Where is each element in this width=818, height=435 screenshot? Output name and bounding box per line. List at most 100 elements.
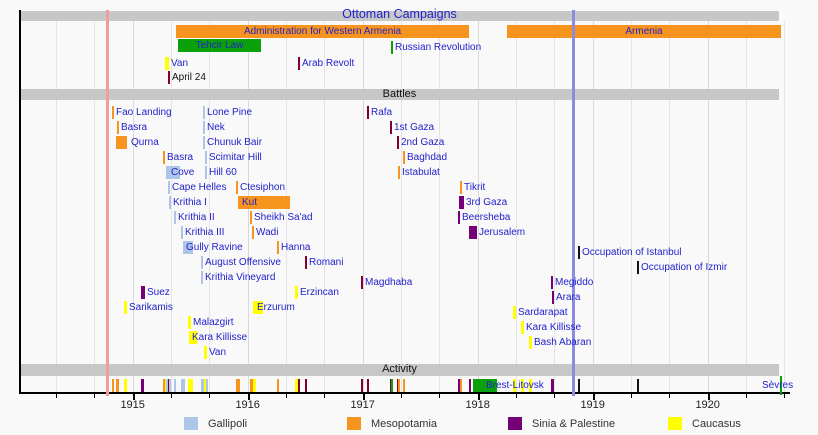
activity-tick: [188, 379, 191, 392]
battle-link-erzincan[interactable]: Erzincan: [300, 287, 339, 298]
axis-minor-tick: [439, 394, 441, 398]
battle-link-nek[interactable]: Nek: [207, 122, 225, 133]
battle-link-arara[interactable]: Arara: [556, 292, 581, 303]
activity-tick: [117, 379, 119, 392]
activity-tick: [141, 379, 144, 392]
battle-link-malazgirt[interactable]: Malazgirt: [193, 317, 234, 328]
activity-tick: [169, 379, 171, 392]
activity-link-brest-litovsk[interactable]: Brest-Litovsk: [486, 380, 544, 391]
axis-minor-tick: [554, 394, 556, 398]
event-label-van[interactable]: Van: [171, 58, 189, 69]
battle-tick-3rd-gaza: [459, 196, 464, 209]
battle-link-beersheba[interactable]: Beersheba: [462, 212, 511, 223]
axis-minor-tick: [171, 394, 173, 398]
battle-link-kut[interactable]: Kut: [242, 197, 258, 208]
battle-link-krithia-ii[interactable]: Krithia II: [178, 212, 215, 223]
event-label-arab-revolt[interactable]: Arab Revolt: [302, 58, 355, 69]
plot-left-border: [19, 10, 21, 394]
battle-tick-krithia-ii: [174, 211, 176, 224]
gridline: [362, 21, 364, 392]
battle-bar-kut: [238, 196, 290, 209]
battle-link-chunuk-bair[interactable]: Chunuk Bair: [207, 137, 263, 148]
battle-link-basra[interactable]: Basra: [167, 152, 194, 163]
battle-tick-1st-gaza: [390, 121, 392, 134]
battle-link-3rd-gaza[interactable]: 3rd Gaza: [466, 197, 508, 208]
campaign-bar-armenia: [507, 25, 781, 38]
battle-link-krithia-i[interactable]: Krithia I: [173, 197, 207, 208]
battle-link-fao-landing[interactable]: Fao Landing: [116, 107, 172, 118]
battle-link-1st-gaza[interactable]: 1st Gaza: [394, 122, 435, 133]
battle-tick-bash-abaran: [529, 336, 532, 349]
gridline: [56, 21, 58, 392]
battle-link-romani[interactable]: Romani: [309, 257, 344, 268]
battle-tick-malazgirt: [188, 316, 191, 329]
battle-tick-suez: [141, 286, 145, 299]
battle-link-krithia-iii[interactable]: Krithia III: [185, 227, 225, 238]
activity-tick: [469, 379, 471, 392]
battle-link-megiddo[interactable]: Megiddo: [555, 277, 594, 288]
battle-link-kara-killisse[interactable]: Kara Killisse: [526, 322, 582, 333]
axis-year-label: 1915: [120, 399, 145, 411]
battle-tick-scimitar-hill: [205, 151, 207, 164]
gridline: [439, 21, 441, 392]
axis-year-label: 1918: [465, 399, 490, 411]
axis-minor-tick: [324, 394, 326, 398]
battle-tick-occupation-of-izmir: [637, 261, 639, 274]
battle-link-wadi[interactable]: Wadi: [256, 227, 279, 238]
event-tick-van: [165, 57, 169, 70]
battle-link-hill-60[interactable]: Hill 60: [209, 167, 237, 178]
battle-link-erzurum[interactable]: Erzurum: [257, 302, 295, 313]
activity-tick: [253, 379, 256, 392]
battle-tick-cape-helles: [168, 181, 170, 194]
battle-link-cove[interactable]: Cove: [171, 167, 195, 178]
activity-tick: [529, 379, 532, 392]
battle-link-august-offensive[interactable]: August Offensive: [205, 257, 281, 268]
battle-link-occupation-of-istanbul[interactable]: Occupation of Istanbul: [582, 247, 682, 258]
battle-link-scimitar-hill[interactable]: Scimitar Hill: [209, 152, 262, 163]
activity-band: [20, 364, 779, 376]
activity-tick: [298, 379, 300, 392]
axis-year-label: 1919: [580, 399, 605, 411]
axis-minor-tick: [669, 394, 671, 398]
battle-link-2nd-gaza[interactable]: 2nd Gaza: [401, 137, 445, 148]
axis-year-label: 1920: [695, 399, 720, 411]
battle-link-occupation-of-izmir[interactable]: Occupation of Izmir: [641, 262, 728, 273]
battle-link-cape-helles[interactable]: Cape Helles: [172, 182, 227, 193]
battle-link-sarikamis[interactable]: Sarikamis: [129, 302, 173, 313]
campaign-bar-label-tehcir-law[interactable]: Tehcir Law: [195, 40, 244, 51]
battle-link-rafa[interactable]: Rafa: [371, 107, 393, 118]
battles-section-title: Battles: [382, 88, 417, 100]
battle-link-tikrit[interactable]: Tikrit: [464, 182, 486, 193]
campaign-bar-label-armenia[interactable]: Armenia: [625, 26, 663, 37]
campaign-bar-label-administration-for-western-armenia[interactable]: Administration for Western Armenia: [243, 26, 402, 37]
battle-link-bash-abaran[interactable]: Bash Abaran: [534, 337, 592, 348]
activity-tick: [403, 379, 405, 392]
legend-label-mesopotamia: Mesopotamia: [371, 418, 438, 430]
activity-link-s-vres[interactable]: Sèvres: [762, 380, 794, 391]
gridline: [209, 21, 211, 392]
battle-tick-hanna: [277, 241, 279, 254]
event-label-russian-revolution[interactable]: Russian Revolution: [395, 42, 482, 53]
battle-link-hanna[interactable]: Hanna: [281, 242, 311, 253]
battle-link-istabulat[interactable]: Istabulat: [402, 167, 440, 178]
battle-bar-jerusalem: [469, 226, 477, 239]
activity-tick: [166, 379, 168, 392]
battle-link-sheikh-sa-ad[interactable]: Sheikh Sa'ad: [254, 212, 313, 223]
battle-link-basra[interactable]: Basra: [121, 122, 148, 133]
battle-link-sardarapat[interactable]: Sardarapat: [518, 307, 568, 318]
battle-link-baghdad[interactable]: Baghdad: [407, 152, 448, 163]
axis-minor-tick: [56, 394, 58, 398]
battle-link-suez[interactable]: Suez: [147, 287, 170, 298]
axis-minor-tick: [516, 394, 518, 398]
battle-link-kara-killisse[interactable]: Kara Killisse: [192, 332, 248, 343]
battle-tick-chunuk-bair: [203, 136, 205, 149]
battle-link-qurna[interactable]: Qurna: [131, 137, 159, 148]
battle-link-krithia-vineyard[interactable]: Krithia Vineyard: [205, 272, 276, 283]
battle-link-ctesiphon[interactable]: Ctesiphon: [240, 182, 286, 193]
battle-link-van[interactable]: Van: [209, 347, 227, 358]
battle-link-lone-pine[interactable]: Lone Pine: [207, 107, 253, 118]
battle-link-gully-ravine[interactable]: Gully Ravine: [186, 242, 243, 253]
battle-link-jerusalem[interactable]: Jerusalem: [479, 227, 526, 238]
battle-tick-lone-pine: [203, 106, 205, 119]
battle-link-magdhaba[interactable]: Magdhaba: [365, 277, 413, 288]
